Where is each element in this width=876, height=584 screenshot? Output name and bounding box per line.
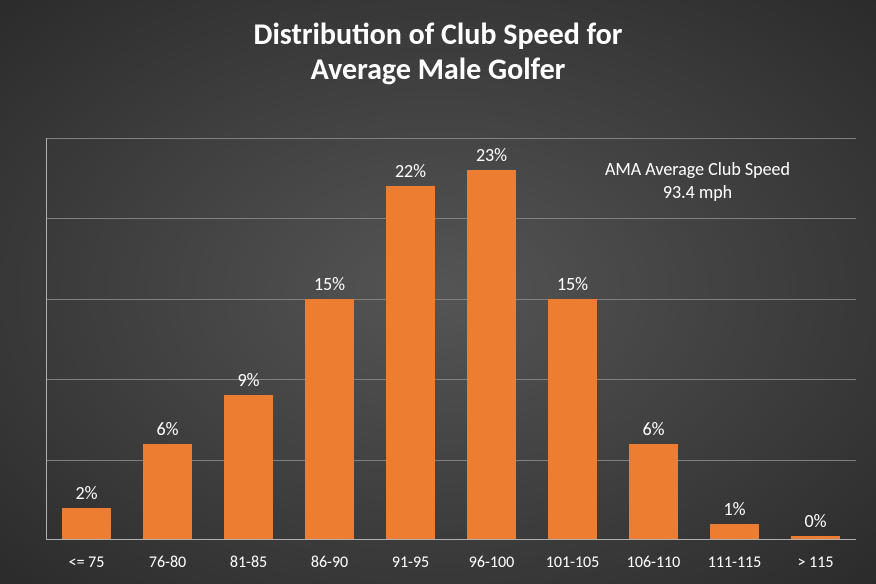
bar-value-label: 23% <box>476 144 507 166</box>
bar-slot: 15% <box>532 138 613 540</box>
x-tick-label: 86-90 <box>289 553 370 572</box>
bar <box>386 186 435 540</box>
bar-slot: 0% <box>775 138 856 540</box>
x-tick-label: 91-95 <box>370 553 451 572</box>
x-tick-label: > 115 <box>775 553 856 572</box>
bar-value-label: 1% <box>724 498 746 520</box>
x-tick-label: 76-80 <box>127 553 208 572</box>
bar-slot: 22% <box>370 138 451 540</box>
bar <box>629 444 678 540</box>
plot-area: 2% 6% 9% 15% 22% 23% 15% 6% 1% 0% <box>46 138 856 540</box>
x-axis: <= 7576-8081-8586-9091-9596-100101-10510… <box>46 553 856 572</box>
x-tick-label: <= 75 <box>46 553 127 572</box>
bar <box>224 395 273 540</box>
x-axis-line <box>46 539 856 540</box>
bar-value-label: 15% <box>557 273 588 295</box>
bar-value-label: 2% <box>76 482 98 504</box>
x-tick-label: 101-105 <box>532 553 613 572</box>
bar-value-label: 0% <box>805 510 827 532</box>
bar <box>710 524 759 540</box>
chart-title-line1: Distribution of Club Speed for <box>0 18 876 53</box>
x-tick-label: 106-110 <box>613 553 694 572</box>
bar-slot: 2% <box>46 138 127 540</box>
bar-slot: 6% <box>127 138 208 540</box>
chart-title-line2: Average Male Golfer <box>0 53 876 88</box>
x-tick-label: 111-115 <box>694 553 775 572</box>
x-tick-label: 96-100 <box>451 553 532 572</box>
x-tick-label: 81-85 <box>208 553 289 572</box>
bar-value-label: 22% <box>395 160 426 182</box>
bar-slot: 9% <box>208 138 289 540</box>
bar <box>62 508 111 540</box>
bar-value-label: 6% <box>157 418 179 440</box>
bar <box>305 299 354 540</box>
bar-slot: 15% <box>289 138 370 540</box>
bar <box>143 444 192 540</box>
bar-slot: 6% <box>613 138 694 540</box>
bar-slot: 23% <box>451 138 532 540</box>
bar-value-label: 15% <box>314 273 345 295</box>
bar-slot: 1% <box>694 138 775 540</box>
bar <box>548 299 597 540</box>
bar <box>467 170 516 540</box>
bar-value-label: 6% <box>643 418 665 440</box>
y-axis-line <box>46 138 47 540</box>
chart-title: Distribution of Club Speed for Average M… <box>0 0 876 87</box>
bar-value-label: 9% <box>238 369 260 391</box>
bars-container: 2% 6% 9% 15% 22% 23% 15% 6% 1% 0% <box>46 138 856 540</box>
